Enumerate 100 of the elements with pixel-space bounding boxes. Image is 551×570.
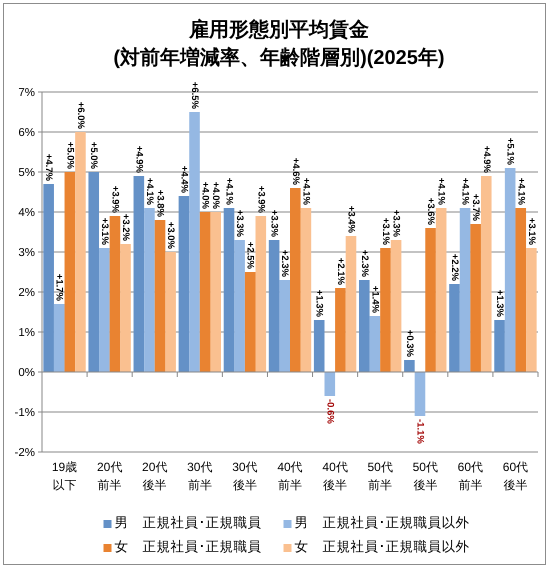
bar	[414, 372, 426, 416]
y-tick-label: 4%	[18, 207, 35, 219]
data-label: +3.0%	[165, 222, 176, 250]
bar	[404, 360, 415, 372]
legend-label: 男 正規社員･正規職員	[114, 515, 262, 530]
bar	[470, 224, 481, 372]
data-label: +3.1%	[98, 218, 110, 246]
y-tick-label: -1%	[14, 407, 35, 419]
bar	[504, 168, 516, 372]
y-tick-label: 0%	[18, 367, 35, 379]
bar	[99, 248, 110, 372]
data-label: +3.3%	[268, 210, 280, 238]
y-tick-label: 7%	[18, 87, 35, 99]
data-label: +3.9%	[109, 186, 120, 214]
bar	[189, 112, 200, 372]
bar	[234, 240, 245, 372]
x-tick-label: 20代前半	[96, 460, 122, 492]
data-label: +4.1%	[300, 178, 312, 206]
bar	[358, 280, 370, 372]
data-label: +4.4%	[178, 166, 190, 194]
data-label: +3.6%	[425, 198, 436, 226]
data-label: +3.3%	[390, 210, 402, 238]
y-tick-label: 5%	[18, 167, 35, 179]
y-tick-label: -2%	[14, 447, 35, 459]
data-label: +3.3%	[234, 210, 246, 238]
bar	[279, 280, 290, 372]
data-label: +2.2%	[448, 254, 460, 282]
data-label: +4.0%	[200, 182, 211, 210]
bar	[480, 176, 492, 372]
data-label: +3.7%	[470, 194, 482, 222]
x-tick-label: 19歳以下	[52, 460, 78, 492]
data-label: -1.1%	[414, 419, 426, 444]
x-tick-label: 60代前半	[458, 460, 484, 492]
data-label: +0.3%	[404, 330, 415, 358]
legend-label: 女 正規社員･正規職員	[114, 539, 262, 554]
chart-subtitle: (対前年増減率、年齢階層別)(2025年)	[113, 46, 445, 69]
data-label: +1.4%	[369, 286, 380, 314]
bar	[43, 184, 54, 372]
bar	[165, 252, 176, 372]
bar	[494, 320, 505, 372]
y-tick-label: 3%	[18, 247, 35, 259]
data-label: +5.0%	[88, 142, 100, 170]
data-label: +4.1%	[515, 178, 526, 206]
bar	[460, 208, 470, 372]
bar	[75, 132, 86, 372]
bar	[88, 172, 100, 372]
data-label: -0.6%	[324, 399, 336, 424]
data-label: +4.7%	[43, 154, 54, 182]
data-label: +3.1%	[380, 218, 391, 246]
x-tick-label: 20代後半	[142, 460, 168, 492]
data-label: +4.1%	[224, 178, 235, 206]
bar	[120, 244, 131, 372]
bar	[64, 172, 76, 372]
x-tick-label: 30代後半	[232, 460, 258, 492]
x-tick-label: 40代前半	[277, 460, 303, 492]
x-tick-label: 30代前半	[187, 460, 212, 492]
data-label: +4.1%	[460, 178, 471, 206]
bar	[425, 228, 436, 372]
data-label: +3.1%	[526, 218, 537, 246]
data-label: +2.5%	[244, 242, 256, 270]
data-label: +3.9%	[255, 186, 266, 214]
bar	[244, 272, 256, 372]
x-tick-label: 40代後半	[322, 460, 348, 492]
bar	[268, 240, 280, 372]
x-tick-label: 60代後半	[502, 460, 528, 492]
bar	[210, 212, 222, 372]
data-label: +3.2%	[120, 214, 132, 242]
bar	[436, 208, 446, 372]
bar	[515, 208, 526, 372]
data-label: +6.5%	[189, 82, 200, 110]
bar	[54, 304, 65, 372]
y-tick-label: 6%	[18, 127, 35, 139]
data-label: +4.1%	[144, 178, 155, 206]
bar	[335, 288, 346, 372]
data-label: +1.3%	[494, 290, 506, 318]
bar	[324, 372, 336, 396]
data-label: +3.4%	[345, 206, 356, 234]
bar	[110, 216, 120, 372]
data-label: +1.7%	[54, 274, 65, 302]
bar	[256, 216, 266, 372]
data-label: +4.9%	[480, 146, 492, 174]
data-label: +6.0%	[74, 102, 86, 130]
data-label: +4.0%	[210, 182, 222, 210]
data-label: +2.3%	[358, 250, 370, 278]
data-label: +5.1%	[504, 138, 516, 166]
data-label: +4.6%	[290, 158, 301, 186]
bar	[224, 208, 234, 372]
data-label: +4.1%	[436, 178, 447, 206]
x-tick-label: 50代前半	[368, 460, 393, 492]
bar	[144, 208, 155, 372]
chart-title: 雇用形態別平均賃金	[188, 18, 369, 41]
bar	[380, 248, 391, 372]
bar	[178, 196, 190, 372]
bar	[200, 212, 210, 372]
bar	[134, 176, 144, 372]
bar	[449, 284, 460, 372]
bar	[290, 188, 301, 372]
legend-label: 男 正規社員･正規職員以外	[294, 515, 470, 530]
data-label: +2.3%	[279, 250, 290, 278]
data-label: +1.3%	[314, 290, 325, 318]
